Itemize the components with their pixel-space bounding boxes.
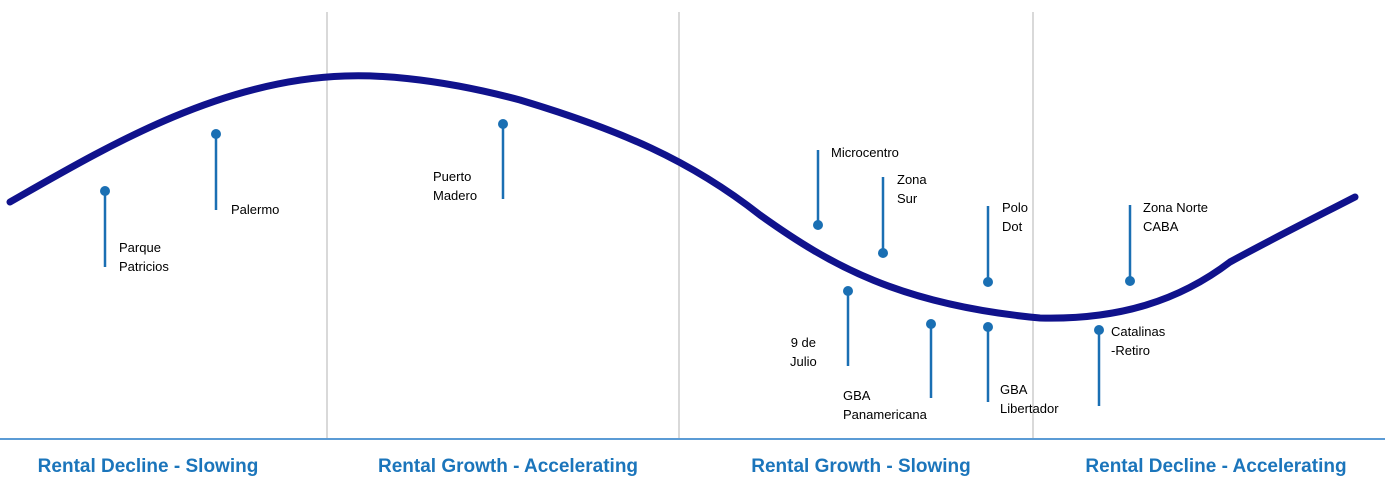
- market-marker-gba-panamericana: [926, 319, 936, 398]
- market-label-palermo: Palermo: [231, 202, 280, 217]
- market-marker-puerto-madero: [498, 119, 508, 199]
- phase-label-rental-growth-accelerating: Rental Growth - Accelerating: [377, 456, 639, 477]
- market-marker-zona-sur: [878, 177, 888, 258]
- market-label-zona-norte-caba: Zona Norte CABA: [1143, 200, 1209, 234]
- market-label-9-de-julio: 9 de Julio: [790, 335, 817, 369]
- phase-label-rental-decline-accelerating: Rental Decline - Accelerating: [1085, 456, 1347, 477]
- market-marker-polo-dot: [983, 206, 993, 287]
- market-label-puerto-madero: Puerto Madero: [433, 169, 478, 203]
- market-marker-9-de-julio: [843, 286, 853, 366]
- market-label-catalinas-retiro: Catalinas -Retiro: [1111, 324, 1166, 358]
- market-marker-zona-norte-caba: [1125, 205, 1135, 286]
- market-marker-microcentro: [813, 150, 823, 230]
- market-label-gba-panamericana: GBA Panamericana: [843, 388, 927, 422]
- market-label-microcentro: Microcentro: [831, 145, 899, 160]
- market-label-zona-sur: Zona Sur: [897, 172, 927, 206]
- market-label-polo-dot: Polo Dot: [1002, 200, 1029, 234]
- market-label-parque-patricios: Parque Patricios: [119, 240, 169, 274]
- market-marker-palermo: [211, 129, 221, 210]
- market-cycle-curve: [6, 72, 1359, 322]
- phase-label-rental-growth-slowing: Rental Growth - Slowing: [751, 456, 971, 477]
- market-label-gba-libertador: GBA Libertador: [1000, 382, 1059, 416]
- phase-label-rental-decline-slowing: Rental Decline - Slowing: [37, 456, 259, 477]
- market-marker-parque-patricios: [100, 186, 110, 267]
- market-marker-catalinas-retiro: [1094, 325, 1104, 406]
- market-marker-gba-libertador: [983, 322, 993, 402]
